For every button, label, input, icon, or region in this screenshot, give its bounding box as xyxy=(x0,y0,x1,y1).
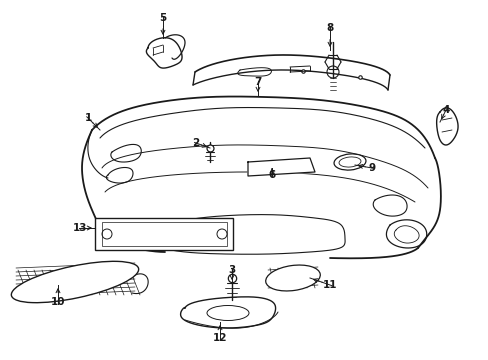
Text: 6: 6 xyxy=(268,170,275,180)
Text: 5: 5 xyxy=(159,13,166,23)
Text: 10: 10 xyxy=(51,297,65,307)
Polygon shape xyxy=(247,158,314,176)
Text: 2: 2 xyxy=(192,138,199,148)
Ellipse shape xyxy=(11,261,139,303)
Text: 8: 8 xyxy=(325,23,333,33)
Text: 11: 11 xyxy=(322,280,337,290)
Ellipse shape xyxy=(333,154,365,170)
Ellipse shape xyxy=(338,157,360,167)
Text: 1: 1 xyxy=(84,113,91,123)
Ellipse shape xyxy=(206,306,248,320)
Text: 7: 7 xyxy=(254,77,261,87)
Text: 4: 4 xyxy=(442,105,449,115)
FancyBboxPatch shape xyxy=(95,218,232,250)
Text: 9: 9 xyxy=(367,163,375,173)
Text: 13: 13 xyxy=(73,223,87,233)
Ellipse shape xyxy=(265,265,320,291)
Text: 12: 12 xyxy=(212,333,227,343)
Text: 3: 3 xyxy=(228,265,235,275)
